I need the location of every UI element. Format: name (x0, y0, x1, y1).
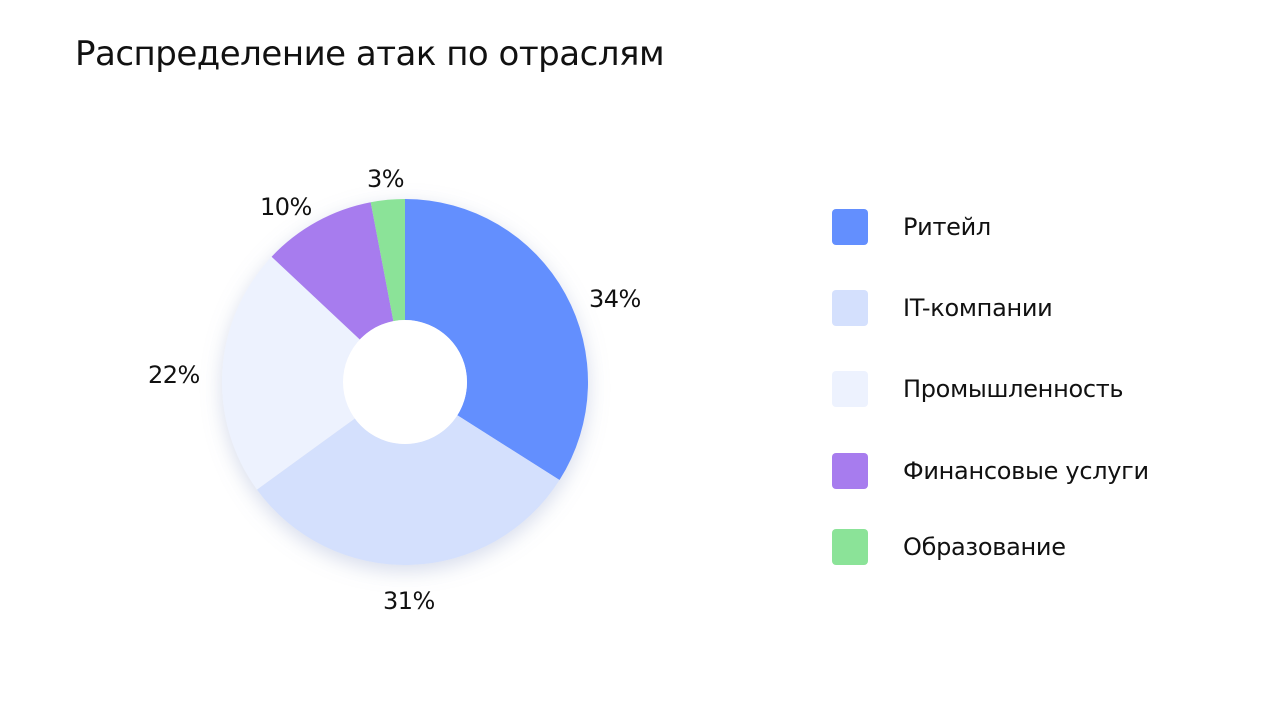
chart-title: Распределение атак по отраслям (75, 34, 665, 74)
legend-swatch-industry (832, 371, 868, 407)
slice-education[interactable] (370, 199, 405, 322)
donut-hole (343, 320, 467, 444)
legend-label: Промышленность (903, 375, 1124, 403)
slice-it[interactable] (256, 415, 560, 565)
legend-item-education[interactable]: Образование (832, 529, 1066, 565)
legend-item-finance[interactable]: Финансовые услуги (832, 453, 1149, 489)
legend-item-industry[interactable]: Промышленность (832, 371, 1124, 407)
slice-label-education: 3% (367, 165, 405, 193)
legend-label: Ритейл (903, 213, 991, 241)
legend-item-retail[interactable]: Ритейл (832, 209, 991, 245)
legend-swatch-finance (832, 453, 868, 489)
legend-item-it[interactable]: IT-компании (832, 290, 1053, 326)
slice-label-it: 31% (383, 587, 435, 615)
legend-swatch-retail (832, 209, 868, 245)
legend-label: IT-компании (903, 294, 1053, 322)
legend-swatch-education (832, 529, 868, 565)
donut-slices (222, 199, 588, 565)
legend-label: Финансовые услуги (903, 457, 1149, 485)
slice-label-finance: 10% (260, 193, 312, 221)
slice-label-industry: 22% (148, 361, 200, 389)
slice-finance[interactable] (271, 202, 394, 340)
slice-retail[interactable] (405, 199, 588, 481)
legend-label: Образование (903, 533, 1066, 561)
slice-industry[interactable] (222, 256, 360, 490)
legend-swatch-it (832, 290, 868, 326)
slice-label-retail: 34% (589, 285, 641, 313)
